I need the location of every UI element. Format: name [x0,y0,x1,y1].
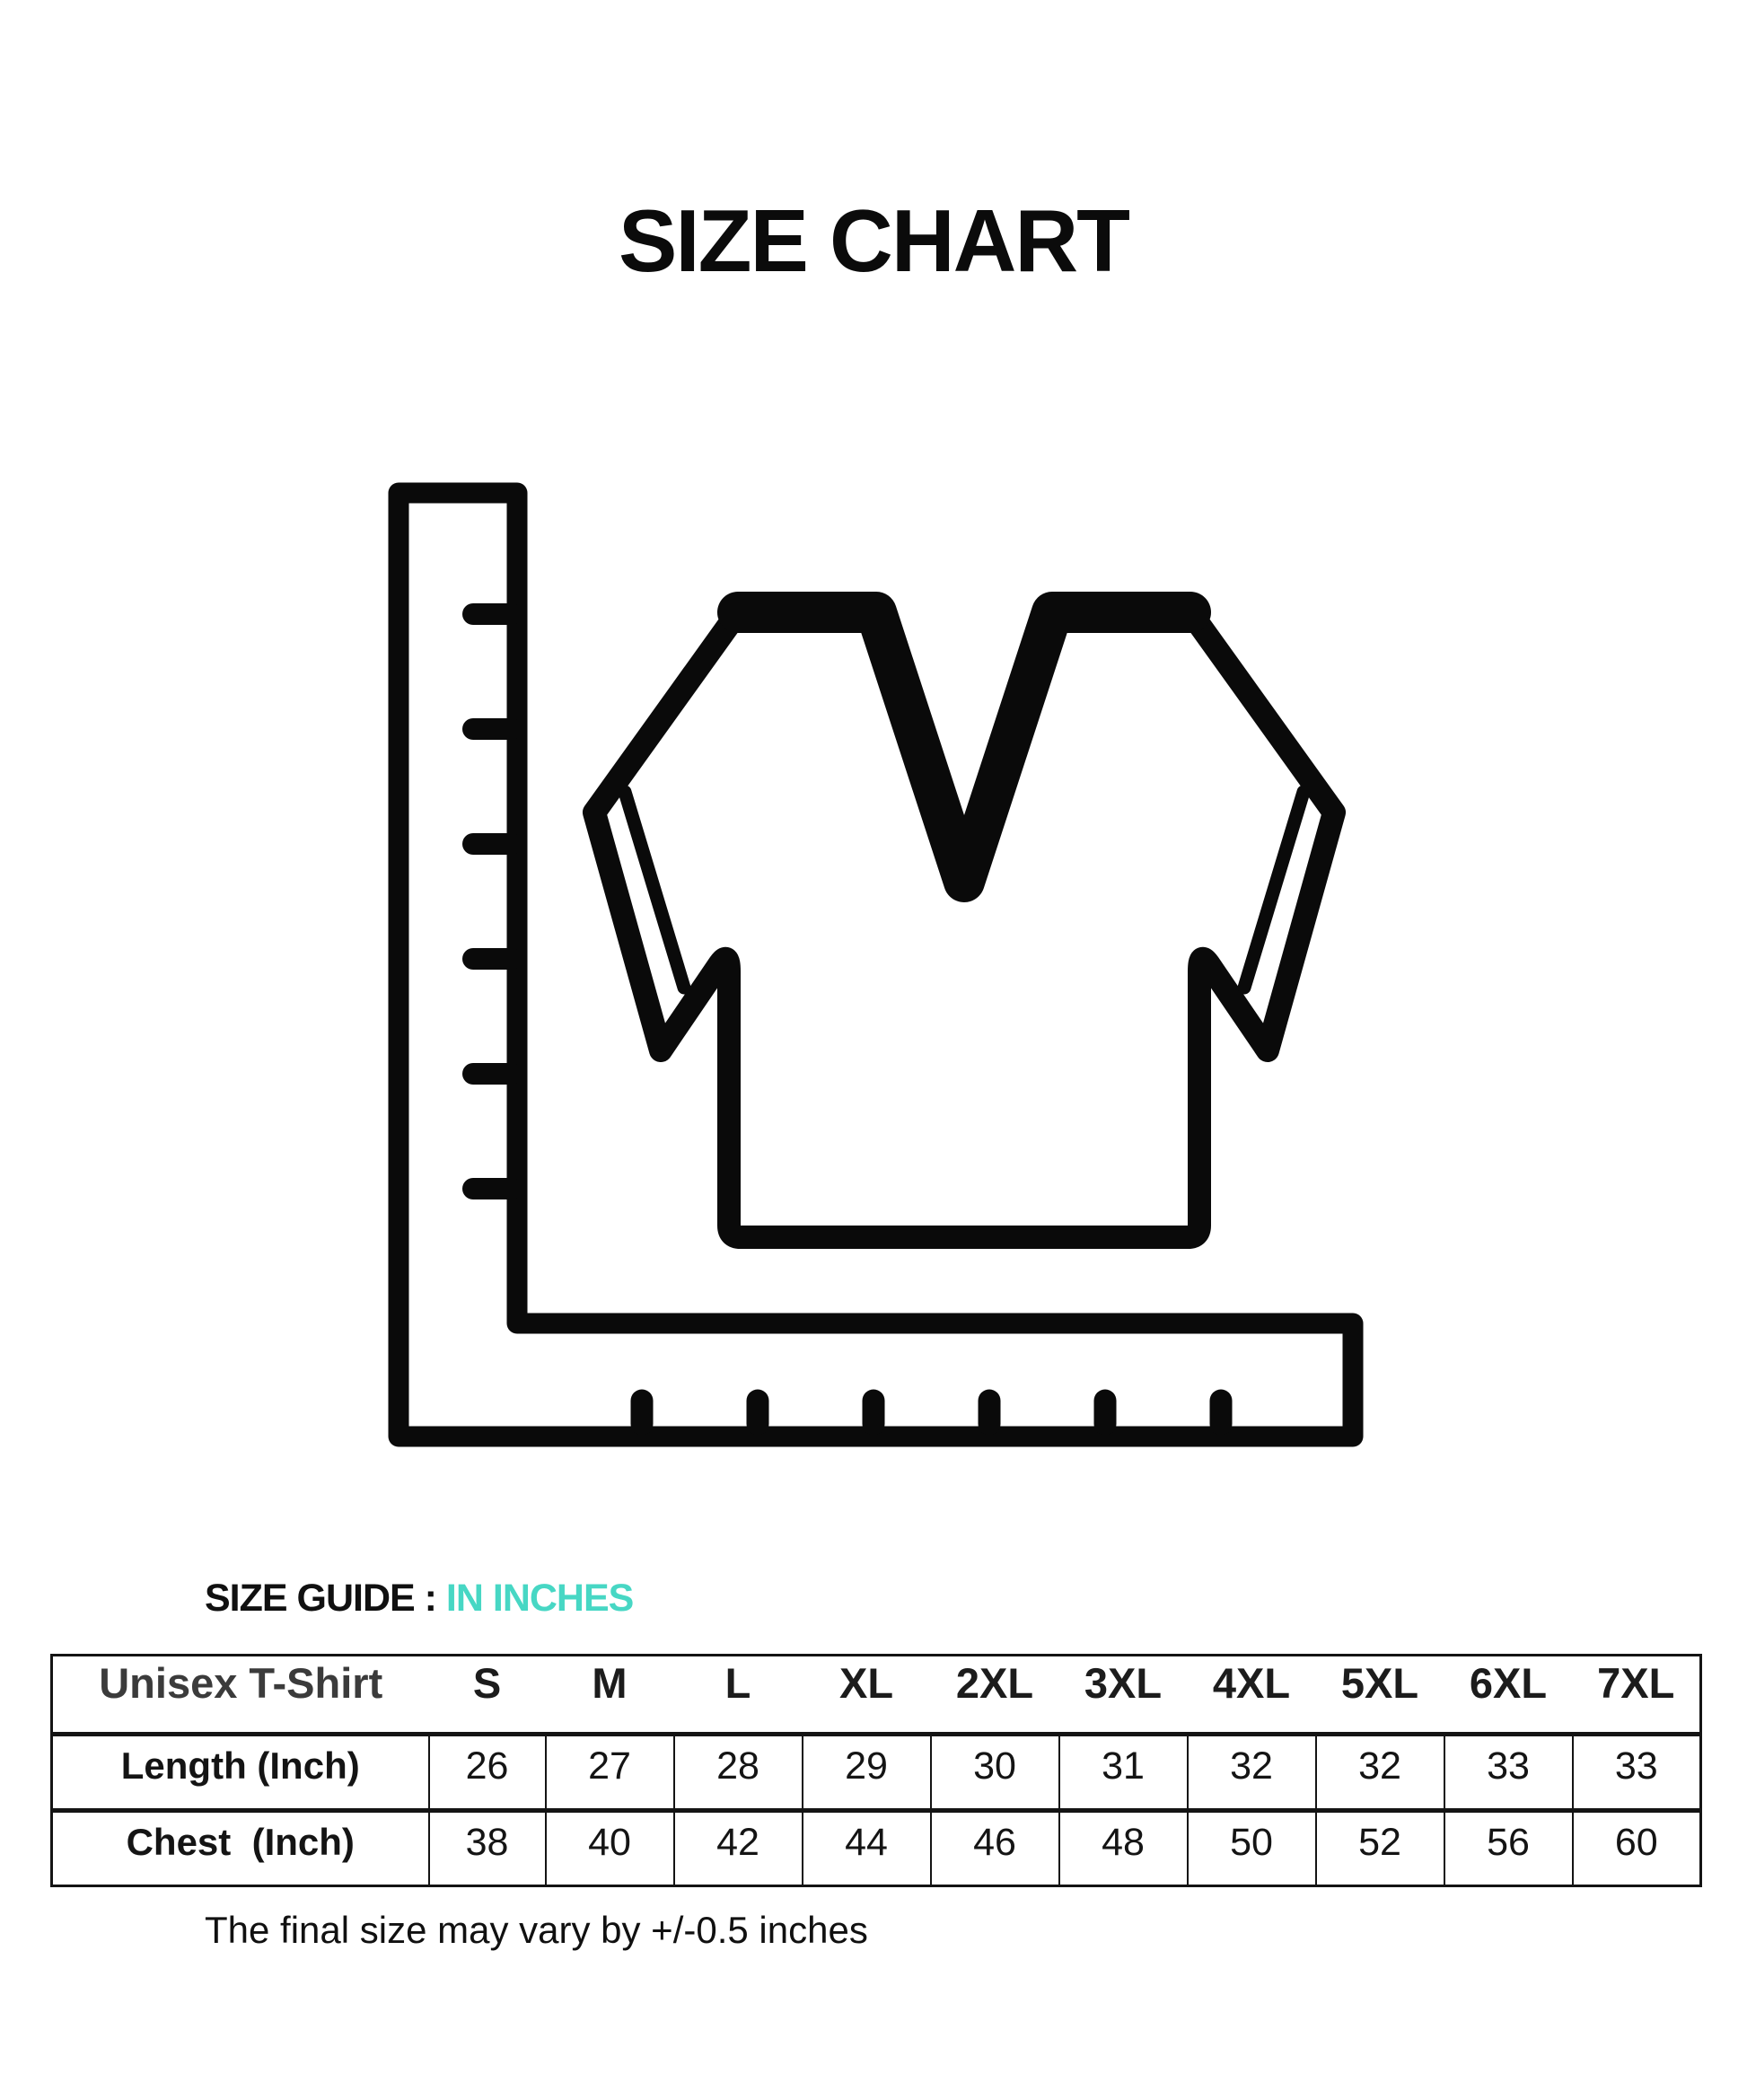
tolerance-footnote: The final size may vary by +/-0.5 inches [205,1909,868,1951]
length-value: 29 [801,1734,931,1813]
size-guide-prefix: SIZE GUIDE : [205,1577,446,1620]
header-size-5xl: 5XL [1315,1655,1444,1736]
size-guide-unit: IN INCHES [445,1577,634,1620]
chest-value: 60 [1571,1810,1701,1886]
chest-value: 40 [544,1810,674,1886]
length-value: 33 [1571,1734,1701,1813]
chest-value: 38 [427,1810,546,1886]
header-size-7xl: 7XL [1572,1655,1701,1736]
length-row: Length (Inch) 26 27 28 29 30 31 32 32 33… [51,1734,1701,1813]
chest-value: 44 [801,1810,931,1886]
chest-row-label: Chest (Inch) [126,1821,355,1863]
chest-value: 46 [929,1810,1059,1886]
length-value: 27 [544,1734,674,1813]
length-value: 32 [1314,1734,1444,1813]
tshirt-ruler-icon [388,482,1364,1447]
length-value: 28 [672,1734,803,1813]
header-size-xl: XL [802,1655,931,1736]
header-size-l: L [673,1655,803,1736]
length-value: 31 [1058,1734,1188,1813]
chest-value: 48 [1058,1810,1188,1886]
chest-value: 42 [672,1810,803,1886]
length-value: 33 [1443,1734,1573,1813]
page-title: SIZE CHART [619,191,1130,290]
header-size-2xl: 2XL [930,1655,1059,1736]
length-value: 30 [929,1734,1059,1813]
length-row-label: Length (Inch) [51,1734,429,1813]
header-product-label: Unisex T-Shirt [51,1655,429,1736]
header-size-3xl: 3XL [1058,1655,1188,1736]
chest-value: 50 [1186,1810,1316,1886]
table-header-row: Unisex T-Shirt S M L XL 2XL 3XL 4XL 5XL … [51,1655,1701,1736]
header-size-s: S [428,1655,546,1736]
header-size-6xl: 6XL [1444,1655,1573,1736]
chest-value: 52 [1314,1810,1444,1886]
chest-value: 56 [1443,1810,1573,1886]
chest-row: Chest (Inch) 38 40 42 44 46 48 50 52 56 … [52,1810,1701,1886]
length-value: 32 [1186,1734,1316,1813]
length-value: 26 [427,1734,546,1813]
header-size-4xl: 4XL [1187,1655,1316,1736]
header-size-m: M [545,1655,674,1736]
size-table: Unisex T-Shirt S M L XL 2XL 3XL 4XL 5XL … [50,1654,1702,1887]
size-guide-label: SIZE GUIDE : IN INCHES [205,1577,634,1621]
